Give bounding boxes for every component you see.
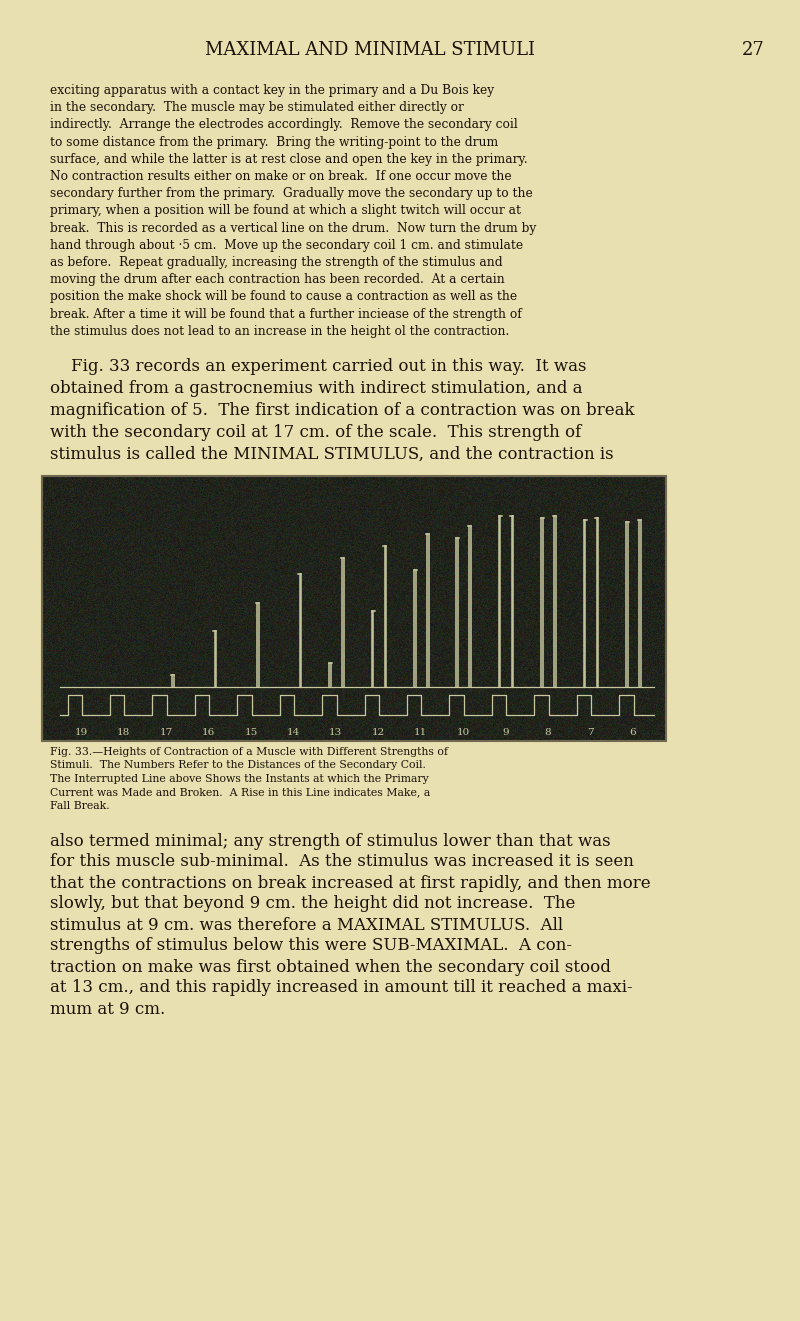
- Text: moving the drum after each contraction has been recorded.  At a certain: moving the drum after each contraction h…: [50, 273, 505, 287]
- Text: Stimuli.  The Numbers Refer to the Distances of the Secondary Coil.: Stimuli. The Numbers Refer to the Distan…: [50, 761, 426, 770]
- Text: 13: 13: [329, 728, 342, 737]
- Text: for this muscle sub-minimal.  As the stimulus was increased it is seen: for this muscle sub-minimal. As the stim…: [50, 853, 634, 871]
- Text: traction on make was first obtained when the secondary coil stood: traction on make was first obtained when…: [50, 959, 611, 975]
- Text: hand through about ·5 cm.  Move up the secondary coil 1 cm. and stimulate: hand through about ·5 cm. Move up the se…: [50, 239, 523, 252]
- Text: magnification of 5.  The first indication of a contraction was on break: magnification of 5. The first indication…: [50, 402, 634, 419]
- Text: in the secondary.  The muscle may be stimulated either directly or: in the secondary. The muscle may be stim…: [50, 102, 464, 114]
- Text: obtained from a gastrocnemius with indirect stimulation, and a: obtained from a gastrocnemius with indir…: [50, 380, 582, 398]
- Text: surface, and while the latter is at rest close and open the key in the primary.: surface, and while the latter is at rest…: [50, 153, 528, 166]
- Text: stimulus is called the MINIMAL STIMULUS, and the contraction is: stimulus is called the MINIMAL STIMULUS,…: [50, 446, 614, 462]
- Text: the stimulus does not lead to an increase in the height ol the contraction.: the stimulus does not lead to an increas…: [50, 325, 510, 338]
- Text: 10: 10: [457, 728, 470, 737]
- Text: exciting apparatus with a contact key in the primary and a Du Bois key: exciting apparatus with a contact key in…: [50, 85, 494, 96]
- Text: secondary further from the primary.  Gradually move the secondary up to the: secondary further from the primary. Grad…: [50, 188, 533, 201]
- Text: 7: 7: [587, 728, 594, 737]
- Bar: [42, 476, 666, 741]
- Text: 6: 6: [630, 728, 636, 737]
- Text: also termed minimal; any strength of stimulus lower than that was: also termed minimal; any strength of sti…: [50, 832, 610, 849]
- Text: to some distance from the primary.  Bring the writing-point to the drum: to some distance from the primary. Bring…: [50, 136, 498, 148]
- Text: No contraction results either on make or on break.  If one occur move the: No contraction results either on make or…: [50, 170, 512, 184]
- Text: 18: 18: [117, 728, 130, 737]
- Text: 17: 17: [159, 728, 173, 737]
- Text: Current was Made and Broken.  A Rise in this Line indicates Make, a: Current was Made and Broken. A Rise in t…: [50, 787, 430, 798]
- Text: MAXIMAL AND MINIMAL STIMULI: MAXIMAL AND MINIMAL STIMULI: [205, 41, 535, 59]
- Text: position the make shock will be found to cause a contraction as well as the: position the make shock will be found to…: [50, 291, 517, 304]
- Text: 8: 8: [545, 728, 551, 737]
- Text: that the contractions on break increased at first rapidly, and then more: that the contractions on break increased…: [50, 875, 650, 892]
- Text: 12: 12: [371, 728, 385, 737]
- Text: break. After a time it will be found that a further inciease of the strength of: break. After a time it will be found tha…: [50, 308, 522, 321]
- Text: primary, when a position will be found at which a slight twitch will occur at: primary, when a position will be found a…: [50, 205, 521, 218]
- Text: 11: 11: [414, 728, 427, 737]
- Text: Fall Break.: Fall Break.: [50, 801, 110, 811]
- Text: with the secondary coil at 17 cm. of the scale.  This strength of: with the secondary coil at 17 cm. of the…: [50, 424, 582, 441]
- Text: at 13 cm., and this rapidly increased in amount till it reached a maxi-: at 13 cm., and this rapidly increased in…: [50, 979, 633, 996]
- Text: The Interrupted Line above Shows the Instants at which the Primary: The Interrupted Line above Shows the Ins…: [50, 774, 429, 783]
- Text: mum at 9 cm.: mum at 9 cm.: [50, 1000, 166, 1017]
- Text: stimulus at 9 cm. was therefore a MAXIMAL STIMULUS.  All: stimulus at 9 cm. was therefore a MAXIMA…: [50, 917, 563, 934]
- Text: 19: 19: [74, 728, 88, 737]
- Text: 9: 9: [502, 728, 509, 737]
- Text: strengths of stimulus below this were SUB-MAXIMAL.  A con-: strengths of stimulus below this were SU…: [50, 938, 572, 955]
- Text: as before.  Repeat gradually, increasing the strength of the stimulus and: as before. Repeat gradually, increasing …: [50, 256, 502, 269]
- Text: indirectly.  Arrange the electrodes accordingly.  Remove the secondary coil: indirectly. Arrange the electrodes accor…: [50, 119, 518, 131]
- Text: 16: 16: [202, 728, 215, 737]
- Text: Fig. 33.—Heights of Contraction of a Muscle with Different Strengths of: Fig. 33.—Heights of Contraction of a Mus…: [50, 746, 448, 757]
- Text: 15: 15: [244, 728, 258, 737]
- Text: break.  This is recorded as a vertical line on the drum.  Now turn the drum by: break. This is recorded as a vertical li…: [50, 222, 536, 235]
- Text: Fig. 33 records an experiment carried out in this way.  It was: Fig. 33 records an experiment carried ou…: [50, 358, 586, 375]
- Text: 27: 27: [742, 41, 765, 59]
- Text: 14: 14: [286, 728, 300, 737]
- Text: slowly, but that beyond 9 cm. the height did not increase.  The: slowly, but that beyond 9 cm. the height…: [50, 896, 575, 913]
